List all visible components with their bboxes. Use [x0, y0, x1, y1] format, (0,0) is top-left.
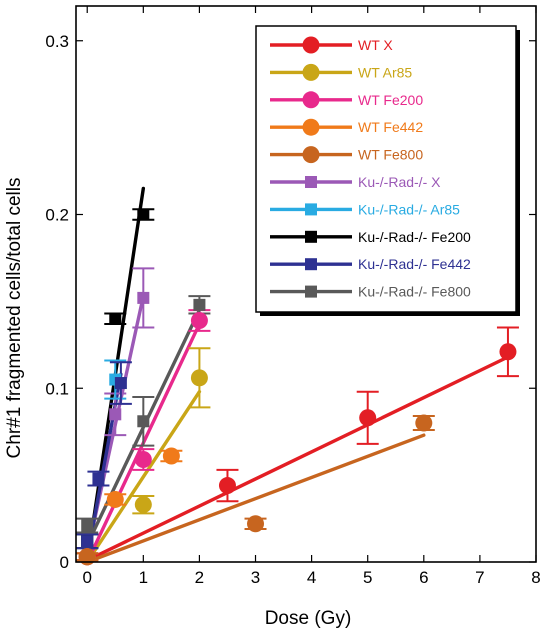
x-tick-label-8: 8 — [531, 568, 540, 587]
legend-wt-fe800-label: WT Fe800 — [358, 147, 423, 163]
point-wt-fe200-2 — [190, 311, 208, 329]
x-tick-label-2: 2 — [195, 568, 204, 587]
point-ku-rad-fe200-2 — [137, 208, 150, 221]
point-ku-rad-x-1 — [109, 408, 122, 421]
legend-wt-fe200-label: WT Fe200 — [358, 92, 423, 108]
legend-wt-fe800-marker — [302, 146, 320, 164]
point-wt-fe800-2 — [415, 414, 433, 432]
fit-line-wt-x — [85, 355, 510, 562]
legend-wt-ar85-marker — [302, 63, 320, 81]
point-wt-x-1 — [218, 477, 236, 495]
y-axis-title: Chr#1 fragmented cells/total cells — [4, 178, 25, 459]
legend-ku-rad-fe442-label: Ku-/-Rad-/- Fe442 — [358, 256, 471, 272]
legend-wt-fe200-marker — [302, 91, 320, 109]
legend-ku-rad-fe442-marker — [305, 258, 317, 271]
legend-ku-rad-x-marker — [305, 176, 317, 188]
legend-ku-rad-fe200-label: Ku-/-Rad-/- Fe200 — [358, 229, 471, 245]
point-ku-rad-x-2 — [137, 291, 150, 304]
x-tick-label-6: 6 — [419, 568, 428, 587]
fit-line-wt-ar85 — [85, 390, 202, 564]
point-wt-fe442-1 — [106, 490, 124, 508]
point-ku-rad-fe800-0 — [81, 519, 94, 532]
point-ku-rad-fe200-1 — [109, 312, 122, 325]
legend-ku-rad-ar85-marker — [305, 203, 317, 216]
point-ku-rad-fe800-2 — [193, 298, 206, 311]
point-wt-x-2 — [359, 409, 377, 427]
y-tick-label-0: 0 — [60, 553, 69, 572]
point-ku-rad-fe442-1 — [92, 472, 105, 485]
point-wt-fe200-1 — [134, 450, 152, 468]
x-tick-label-3: 3 — [251, 568, 260, 587]
legend-wt-ar85-label: WT Ar85 — [358, 64, 412, 80]
x-tick-label-7: 7 — [475, 568, 484, 587]
legend-ku-rad-x-label: Ku-/-Rad-/- X — [358, 174, 441, 190]
x-axis-title: Dose (Gy) — [265, 608, 352, 629]
legend: WT X WT Ar85 WT Fe200 WT Fe442 WT Fe800 Ku-/-… — [255, 25, 520, 316]
legend-ku-rad-fe800-label: Ku-/-Rad-/- Fe800 — [358, 284, 471, 300]
data-points-layer — [78, 208, 517, 566]
point-ku-rad-fe800-1 — [137, 415, 150, 428]
point-wt-ar85-1 — [134, 496, 152, 514]
point-wt-ar85-2 — [190, 369, 208, 387]
legend-ku-rad-ar85-label: Ku-/-Rad-/- Ar85 — [358, 201, 460, 217]
legend-wt-x-marker — [302, 36, 320, 54]
point-wt-x-3 — [499, 343, 517, 361]
legend-wt-x-label: WT X — [358, 37, 393, 53]
x-tick-label-0: 0 — [82, 568, 91, 587]
y-tick-label-2: 0.2 — [45, 206, 69, 225]
x-tick-label-4: 4 — [307, 568, 316, 587]
point-wt-fe800-0 — [78, 548, 96, 566]
point-wt-fe800-1 — [247, 515, 265, 533]
x-tick-label-5: 5 — [363, 568, 372, 587]
legend-wt-fe442-label: WT Fe442 — [358, 119, 423, 135]
legend-wt-fe442-marker — [302, 118, 320, 136]
plot-frame-layer — [75, 5, 537, 563]
x-tick-label-1: 1 — [139, 568, 148, 587]
legend-ku-rad-fe800-marker — [305, 285, 317, 298]
legend-ku-rad-fe200-marker — [305, 230, 317, 243]
plot-frame — [75, 5, 537, 563]
y-tick-label-3: 0.3 — [45, 32, 69, 51]
point-ku-rad-fe442-2 — [114, 377, 127, 390]
fit-line-wt-fe800 — [85, 433, 426, 564]
point-ku-rad-fe442-0 — [81, 535, 94, 548]
point-wt-fe442-2 — [162, 447, 180, 465]
y-tick-label-1: 0.1 — [45, 379, 69, 398]
